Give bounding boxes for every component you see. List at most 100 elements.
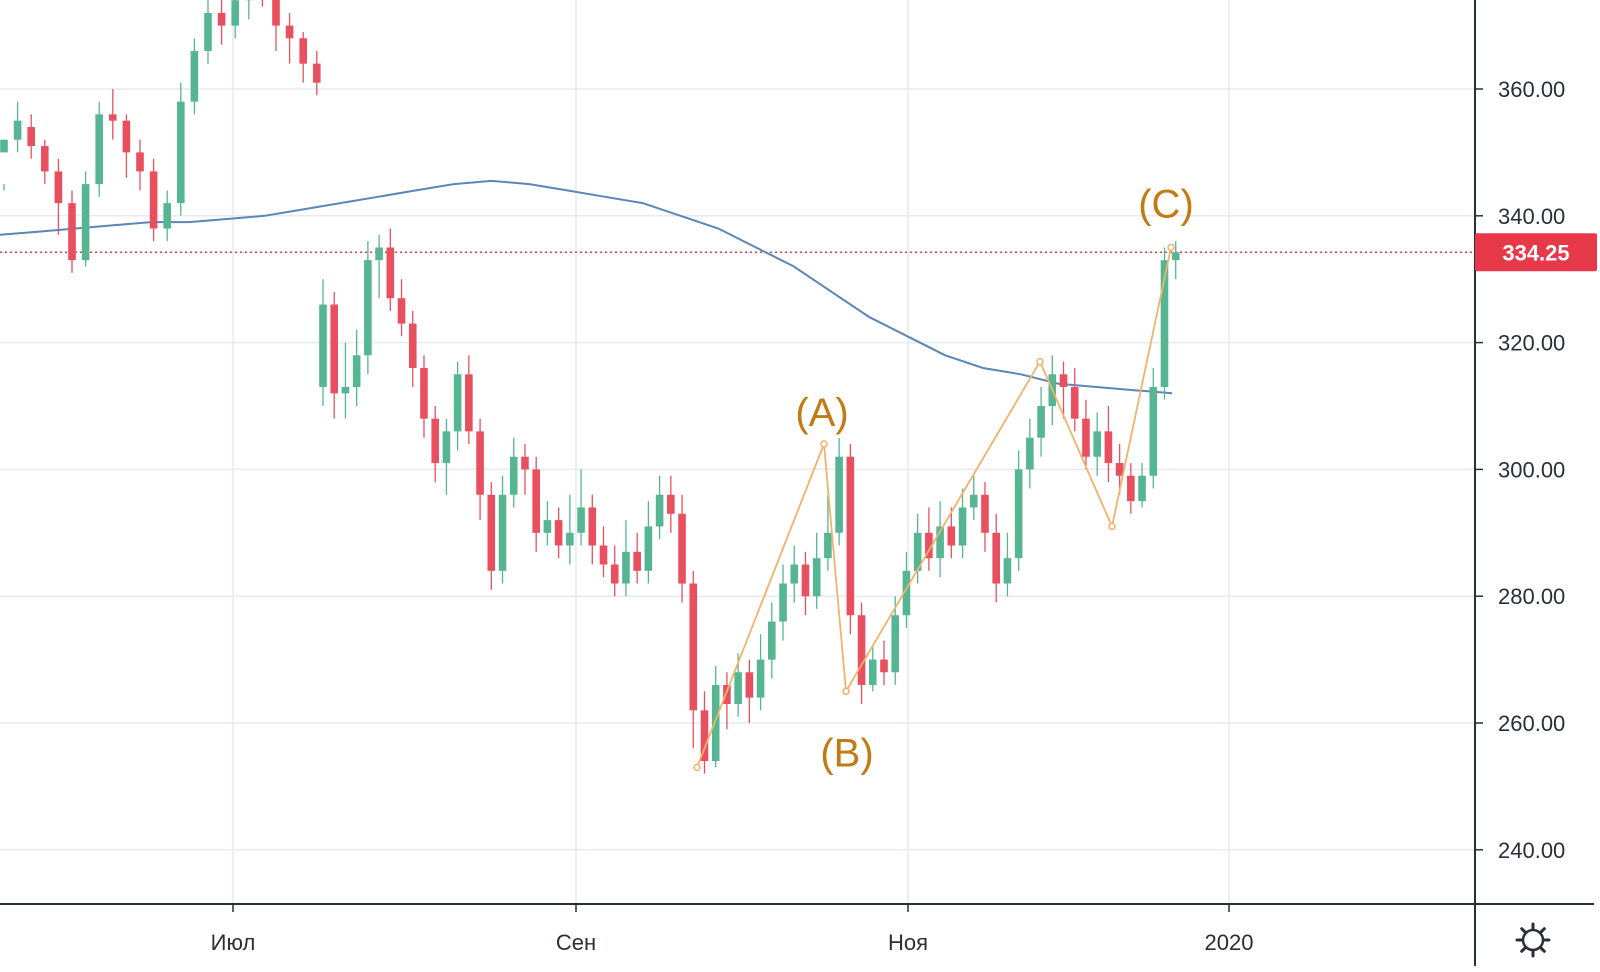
wave-label-c: (C) bbox=[1138, 183, 1194, 227]
candle-body bbox=[95, 114, 103, 185]
wave-label-a: (A) bbox=[795, 391, 848, 435]
candle-body bbox=[566, 532, 574, 546]
price-axis-panel[interactable] bbox=[1475, 0, 1600, 972]
candle-body bbox=[1171, 252, 1180, 261]
candle-body bbox=[190, 50, 199, 102]
price-tick-label: 300.00 bbox=[1498, 457, 1565, 482]
candle-body bbox=[487, 494, 496, 571]
candle-body bbox=[532, 469, 540, 533]
time-tick-label: Июл bbox=[211, 930, 256, 955]
candle-body bbox=[644, 526, 653, 571]
candle-body bbox=[408, 323, 417, 368]
candle-body bbox=[330, 304, 339, 394]
candle-body bbox=[313, 63, 321, 83]
candle-body bbox=[0, 139, 8, 153]
candle-body bbox=[981, 494, 989, 533]
candle-body bbox=[891, 615, 900, 673]
time-tick-label: 2020 bbox=[1205, 930, 1254, 955]
candle-body bbox=[81, 184, 90, 261]
candle-body bbox=[723, 684, 731, 704]
price-tick-label: 280.00 bbox=[1498, 584, 1565, 609]
candle-body bbox=[420, 367, 428, 419]
wave-pivot bbox=[1036, 357, 1044, 366]
candle-body bbox=[588, 507, 597, 546]
candle-body bbox=[341, 386, 350, 394]
candle-body bbox=[734, 672, 742, 704]
candle-body bbox=[992, 532, 1000, 584]
wave-pivot-points bbox=[693, 243, 1175, 772]
candle-body bbox=[1115, 463, 1124, 476]
candle-body bbox=[947, 526, 956, 546]
candle-body bbox=[375, 247, 383, 261]
candle-body bbox=[880, 659, 888, 673]
candle-body bbox=[779, 583, 787, 622]
wave-pivot bbox=[820, 440, 828, 448]
candle-body bbox=[969, 494, 978, 508]
candle-body bbox=[1093, 431, 1101, 457]
candle-body bbox=[610, 564, 619, 584]
candle-body bbox=[122, 120, 131, 153]
last-price-label: 334.25 bbox=[1502, 240, 1569, 265]
candle-body bbox=[1003, 558, 1012, 584]
candle-body bbox=[476, 431, 484, 495]
candle-body bbox=[364, 260, 372, 356]
wave-pivot bbox=[693, 763, 701, 772]
candle-body bbox=[1160, 260, 1169, 387]
candle-body bbox=[925, 532, 933, 559]
price-tick-label: 340.00 bbox=[1498, 204, 1565, 229]
candle-body bbox=[1014, 469, 1023, 559]
candle-body bbox=[633, 551, 641, 571]
wave-pivot bbox=[842, 687, 850, 696]
candle-body bbox=[835, 456, 843, 533]
candle-body bbox=[231, 0, 239, 26]
candle-body bbox=[285, 25, 294, 39]
price-tick-label: 240.00 bbox=[1498, 838, 1565, 863]
candle-body bbox=[13, 120, 22, 140]
candle-body bbox=[272, 0, 280, 26]
price-tick-label: 360.00 bbox=[1498, 77, 1565, 102]
candle-body bbox=[386, 247, 395, 299]
moving-average-line bbox=[0, 179, 1173, 395]
candle-body bbox=[465, 374, 473, 432]
candle-body bbox=[319, 304, 327, 387]
candlestick-series bbox=[0, 0, 1180, 774]
candle-body bbox=[1127, 475, 1135, 502]
candle-body bbox=[1037, 406, 1045, 438]
candle-body bbox=[352, 355, 361, 387]
candle-body bbox=[577, 507, 585, 533]
candle-body bbox=[824, 532, 832, 559]
candle-body bbox=[177, 101, 185, 204]
wave-pivot bbox=[1108, 522, 1116, 531]
candle-body bbox=[498, 494, 507, 571]
wave-pivot bbox=[1167, 243, 1175, 252]
candle-body bbox=[678, 513, 686, 584]
candle-body bbox=[1138, 475, 1146, 502]
candle-body bbox=[554, 520, 563, 546]
settings-gear-icon[interactable] bbox=[1515, 922, 1551, 958]
candle-body bbox=[745, 672, 754, 698]
candle-body bbox=[936, 526, 944, 559]
candle-body bbox=[1082, 418, 1090, 457]
candle-body bbox=[655, 494, 664, 527]
candle-body bbox=[812, 558, 821, 597]
candle-body bbox=[768, 621, 776, 660]
candle-body bbox=[913, 532, 922, 571]
candle-body bbox=[689, 583, 698, 711]
candle-body bbox=[857, 615, 866, 685]
time-tick-label: Ноя bbox=[888, 930, 928, 955]
last-price-badge: 334.25 bbox=[1475, 233, 1597, 272]
candle-body bbox=[1149, 386, 1158, 476]
candle-body bbox=[801, 564, 810, 597]
candle-body bbox=[1104, 431, 1113, 464]
candle-body bbox=[700, 710, 709, 762]
candle-body bbox=[521, 456, 529, 470]
wave-labels: (A) (B) (C) bbox=[795, 183, 1193, 776]
candle-body bbox=[846, 456, 855, 616]
candle-body bbox=[442, 431, 451, 464]
candle-body bbox=[54, 171, 63, 204]
candle-body bbox=[299, 38, 307, 64]
candle-body bbox=[1070, 386, 1079, 419]
candle-body bbox=[68, 203, 76, 261]
candle-body bbox=[27, 127, 35, 147]
